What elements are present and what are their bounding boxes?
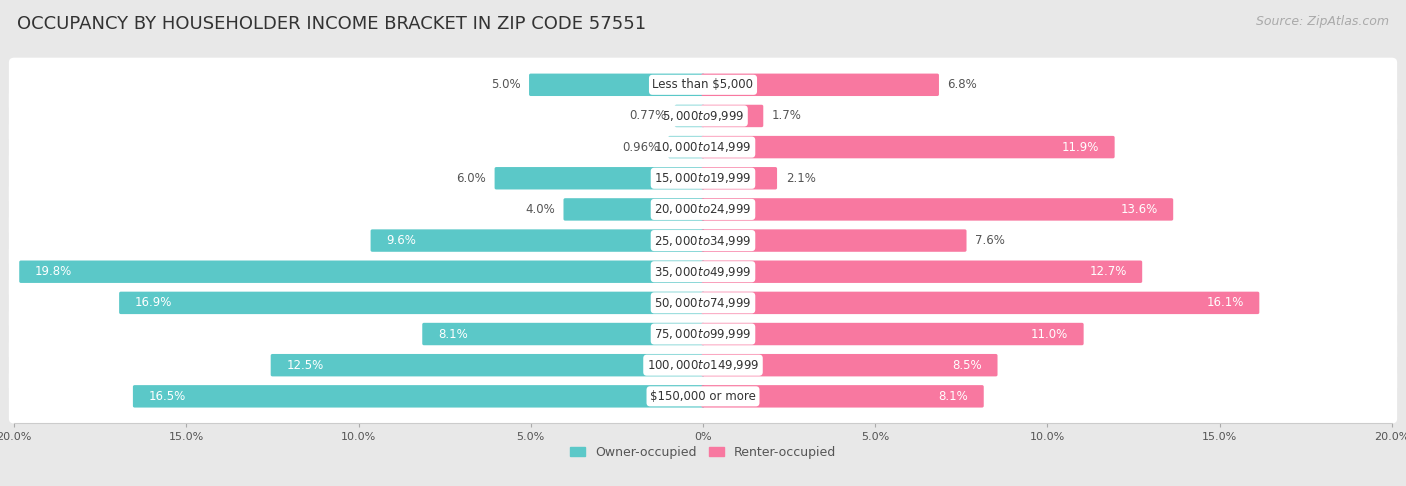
Text: $100,000 to $149,999: $100,000 to $149,999 [647, 358, 759, 372]
Text: $75,000 to $99,999: $75,000 to $99,999 [654, 327, 752, 341]
FancyBboxPatch shape [120, 292, 704, 314]
FancyBboxPatch shape [8, 244, 1398, 299]
FancyBboxPatch shape [8, 307, 1398, 361]
FancyBboxPatch shape [564, 198, 704, 221]
Text: 12.7%: 12.7% [1090, 265, 1126, 278]
FancyBboxPatch shape [702, 105, 763, 127]
FancyBboxPatch shape [422, 323, 704, 345]
FancyBboxPatch shape [702, 73, 939, 96]
Text: 8.1%: 8.1% [437, 328, 468, 341]
FancyBboxPatch shape [702, 198, 1173, 221]
FancyBboxPatch shape [702, 260, 1142, 283]
Text: 4.0%: 4.0% [524, 203, 555, 216]
Text: 0.77%: 0.77% [628, 109, 666, 122]
FancyBboxPatch shape [8, 151, 1398, 206]
Text: $50,000 to $74,999: $50,000 to $74,999 [654, 296, 752, 310]
Text: 0.96%: 0.96% [623, 140, 659, 154]
Text: 16.9%: 16.9% [135, 296, 172, 310]
Text: 8.1%: 8.1% [938, 390, 969, 403]
FancyBboxPatch shape [675, 105, 704, 127]
FancyBboxPatch shape [702, 229, 966, 252]
Text: Source: ZipAtlas.com: Source: ZipAtlas.com [1256, 15, 1389, 28]
Text: 16.1%: 16.1% [1206, 296, 1244, 310]
FancyBboxPatch shape [702, 323, 1084, 345]
Text: 9.6%: 9.6% [387, 234, 416, 247]
Text: $35,000 to $49,999: $35,000 to $49,999 [654, 265, 752, 279]
FancyBboxPatch shape [702, 354, 997, 376]
Text: $5,000 to $9,999: $5,000 to $9,999 [662, 109, 744, 123]
FancyBboxPatch shape [8, 120, 1398, 174]
Text: 11.9%: 11.9% [1062, 140, 1099, 154]
Text: 6.0%: 6.0% [456, 172, 486, 185]
FancyBboxPatch shape [8, 338, 1398, 392]
Text: 19.8%: 19.8% [35, 265, 72, 278]
FancyBboxPatch shape [134, 385, 704, 408]
Text: 1.7%: 1.7% [772, 109, 801, 122]
FancyBboxPatch shape [8, 58, 1398, 112]
FancyBboxPatch shape [8, 369, 1398, 423]
Text: $10,000 to $14,999: $10,000 to $14,999 [654, 140, 752, 154]
FancyBboxPatch shape [702, 385, 984, 408]
FancyBboxPatch shape [495, 167, 704, 190]
FancyBboxPatch shape [529, 73, 704, 96]
Text: 11.0%: 11.0% [1031, 328, 1069, 341]
FancyBboxPatch shape [271, 354, 704, 376]
Text: 5.0%: 5.0% [491, 78, 520, 91]
Text: $150,000 or more: $150,000 or more [650, 390, 756, 403]
FancyBboxPatch shape [668, 136, 704, 158]
FancyBboxPatch shape [8, 276, 1398, 330]
FancyBboxPatch shape [702, 292, 1260, 314]
Text: $15,000 to $19,999: $15,000 to $19,999 [654, 171, 752, 185]
FancyBboxPatch shape [702, 136, 1115, 158]
FancyBboxPatch shape [371, 229, 704, 252]
Text: 8.5%: 8.5% [952, 359, 981, 372]
FancyBboxPatch shape [8, 213, 1398, 268]
FancyBboxPatch shape [8, 89, 1398, 143]
Text: 16.5%: 16.5% [149, 390, 186, 403]
Text: 13.6%: 13.6% [1121, 203, 1157, 216]
Text: 7.6%: 7.6% [976, 234, 1005, 247]
Text: $20,000 to $24,999: $20,000 to $24,999 [654, 202, 752, 216]
Text: $25,000 to $34,999: $25,000 to $34,999 [654, 234, 752, 247]
Text: 6.8%: 6.8% [948, 78, 977, 91]
Text: 2.1%: 2.1% [786, 172, 815, 185]
FancyBboxPatch shape [20, 260, 704, 283]
Text: Less than $5,000: Less than $5,000 [652, 78, 754, 91]
Legend: Owner-occupied, Renter-occupied: Owner-occupied, Renter-occupied [565, 441, 841, 464]
FancyBboxPatch shape [702, 167, 778, 190]
Text: 12.5%: 12.5% [287, 359, 323, 372]
FancyBboxPatch shape [8, 182, 1398, 237]
Text: OCCUPANCY BY HOUSEHOLDER INCOME BRACKET IN ZIP CODE 57551: OCCUPANCY BY HOUSEHOLDER INCOME BRACKET … [17, 15, 645, 33]
